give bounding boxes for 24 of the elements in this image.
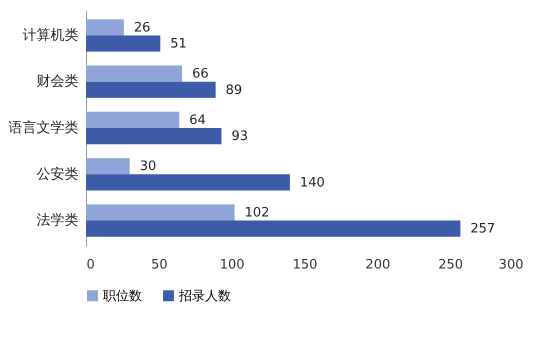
x-tick-label: 150 bbox=[292, 258, 318, 272]
data-label: 93 bbox=[231, 129, 248, 144]
data-label: 64 bbox=[189, 112, 206, 128]
data-label: 51 bbox=[170, 36, 187, 52]
x-tick-label: 200 bbox=[365, 258, 390, 272]
x-tick-label: 300 bbox=[498, 258, 524, 272]
x-tick-label: 100 bbox=[220, 258, 245, 272]
data-label: 30 bbox=[140, 159, 156, 174]
data-label: 102 bbox=[244, 205, 270, 220]
data-label: 140 bbox=[300, 175, 325, 190]
data-label: 26 bbox=[134, 20, 150, 36]
x-tick-label: 250 bbox=[438, 258, 464, 272]
y-tick-label: 财会类 bbox=[36, 74, 78, 90]
y-tick-label: 公安类 bbox=[36, 166, 78, 182]
data-label: 257 bbox=[470, 222, 496, 237]
legend-label: 招录人数 bbox=[178, 288, 231, 304]
x-tick-label: 0 bbox=[86, 258, 95, 272]
data-label: 89 bbox=[226, 82, 242, 98]
y-tick-label: 法学类 bbox=[36, 212, 78, 229]
data-label: 66 bbox=[192, 66, 209, 82]
legend-label: 职位数 bbox=[103, 288, 142, 304]
y-tick-label: 语言文学类 bbox=[8, 120, 78, 136]
y-tick-label: 计算机类 bbox=[22, 27, 78, 44]
x-tick-label: 50 bbox=[151, 258, 168, 272]
